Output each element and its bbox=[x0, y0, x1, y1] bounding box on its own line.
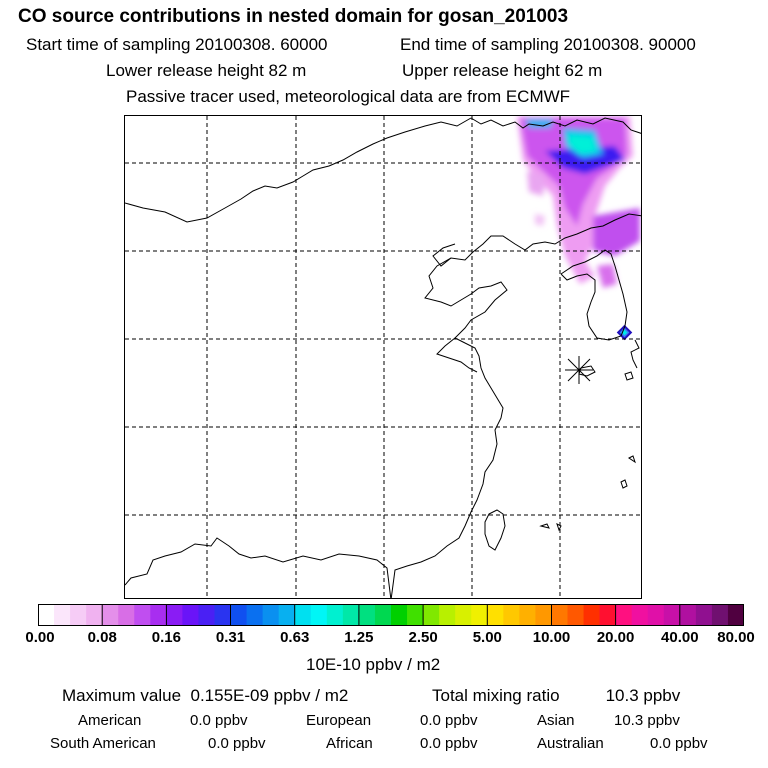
colorbar-cell bbox=[182, 604, 200, 626]
colorbar-cell bbox=[519, 604, 537, 626]
colorbar-cell bbox=[134, 604, 151, 626]
colorbar-tick-label: 2.50 bbox=[408, 629, 438, 646]
region-value-australian: 0.0 ppbv bbox=[650, 735, 708, 752]
colorbar-tick-label: 0.00 bbox=[25, 629, 55, 646]
colorbar bbox=[38, 604, 744, 626]
colorbar-cell bbox=[679, 604, 697, 626]
total-mixing-label: Total mixing ratio bbox=[432, 686, 560, 705]
colorbar-cell bbox=[310, 604, 328, 626]
colorbar-cell bbox=[583, 604, 601, 626]
colorbar-tick-label: 80.00 bbox=[717, 629, 755, 646]
colorbar-cell bbox=[54, 604, 71, 626]
colorbar-cell bbox=[455, 604, 472, 626]
end-time: End time of sampling 20100308. 90000 bbox=[400, 35, 696, 54]
region-value-african: 0.0 ppbv bbox=[420, 735, 478, 752]
max-value-label: Maximum value bbox=[62, 686, 182, 705]
colorbar-cell bbox=[262, 604, 280, 626]
receptor-star-icon bbox=[565, 356, 593, 384]
colorbar-cell bbox=[599, 604, 617, 626]
colorbar-cell bbox=[214, 604, 232, 626]
colorbar-cell bbox=[615, 604, 633, 626]
colorbar-cell bbox=[503, 604, 520, 626]
map-panel bbox=[124, 115, 642, 599]
colorbar-cell bbox=[198, 604, 216, 626]
colorbar-cell bbox=[166, 604, 184, 626]
colorbar-cell bbox=[86, 604, 103, 626]
region-value-european: 0.0 ppbv bbox=[420, 712, 478, 729]
colorbar-unit: 10E-10 ppbv / m2 bbox=[306, 655, 441, 674]
colorbar-cell bbox=[391, 604, 408, 626]
colorbar-cell bbox=[294, 604, 312, 626]
region-value-american: 0.0 ppbv bbox=[190, 712, 248, 729]
coastlines bbox=[125, 117, 641, 598]
colorbar-tick-label: 5.00 bbox=[472, 629, 502, 646]
colorbar-tick-label: 0.31 bbox=[215, 629, 246, 646]
colorbar-cell bbox=[471, 604, 488, 626]
colorbar-tick-label: 0.63 bbox=[280, 629, 310, 646]
colorbar-cell bbox=[727, 604, 744, 626]
max-value: 0.155E-09 ppbv / m2 bbox=[190, 686, 349, 705]
colorbar-cell bbox=[407, 604, 424, 626]
colorbar-tick-label: 40.00 bbox=[661, 629, 699, 646]
colorbar-cell bbox=[423, 604, 440, 626]
colorbar-cell bbox=[711, 604, 729, 626]
colorbar-cell bbox=[695, 604, 713, 626]
total-mixing-row: Total mixing ratio 10.3 ppbv bbox=[432, 686, 680, 706]
colorbar-tick-label: 20.00 bbox=[596, 629, 635, 646]
colorbar-cell bbox=[342, 604, 360, 626]
region-name-african: African bbox=[326, 735, 373, 752]
colorbar-cell bbox=[230, 604, 248, 626]
map-canvas bbox=[125, 116, 641, 598]
colorbar-cell bbox=[535, 604, 553, 626]
tracer-note: Passive tracer used, meteorological data… bbox=[126, 87, 571, 106]
political-borders bbox=[432, 243, 478, 373]
colorbar-cell bbox=[567, 604, 585, 626]
colorbar-cell bbox=[551, 604, 569, 626]
colorbar-cell bbox=[663, 604, 681, 626]
max-value-row: Maximum value 0.155E-09 ppbv / m2 bbox=[62, 686, 348, 706]
colorbar-tick-label: 1.25 bbox=[344, 629, 374, 646]
page-title: CO source contributions in nested domain… bbox=[18, 6, 569, 27]
colorbar-cell bbox=[374, 604, 392, 626]
colorbar-cell bbox=[439, 604, 456, 626]
colorbar-cell bbox=[70, 604, 87, 626]
region-name-australian: Australian bbox=[537, 735, 604, 752]
region-name-asian: Asian bbox=[537, 712, 575, 729]
concentration-plume bbox=[517, 116, 640, 288]
colorbar-tick-label: 0.16 bbox=[151, 629, 181, 646]
region-name-south-american: South American bbox=[50, 735, 156, 752]
upper-release-height: Upper release height 62 m bbox=[402, 61, 603, 80]
colorbar-cell bbox=[631, 604, 649, 626]
colorbar-cell bbox=[487, 604, 504, 626]
colorbar-cell bbox=[647, 604, 665, 626]
colorbar-cell bbox=[102, 604, 119, 626]
colorbar-cell bbox=[326, 604, 344, 626]
total-mixing-value: 10.3 ppbv bbox=[605, 686, 681, 705]
colorbar-cell bbox=[358, 604, 376, 626]
colorbar-tick-label: 10.00 bbox=[532, 629, 571, 646]
colorbar-cell bbox=[246, 604, 264, 626]
region-name-american: American bbox=[78, 712, 142, 729]
region-value-asian: 10.3 ppbv bbox=[614, 712, 680, 729]
colorbar-cell bbox=[278, 604, 296, 626]
region-name-european: European bbox=[306, 712, 372, 729]
colorbar-cell bbox=[150, 604, 167, 626]
lat-lon-grid bbox=[125, 116, 641, 598]
lower-release-height: Lower release height 82 m bbox=[106, 61, 307, 80]
region-value-south-american: 0.0 ppbv bbox=[208, 735, 266, 752]
colorbar-cell bbox=[118, 604, 135, 626]
colorbar-cell bbox=[38, 604, 55, 626]
start-time: Start time of sampling 20100308. 60000 bbox=[26, 35, 328, 54]
colorbar-tick-label: 0.08 bbox=[87, 629, 117, 646]
